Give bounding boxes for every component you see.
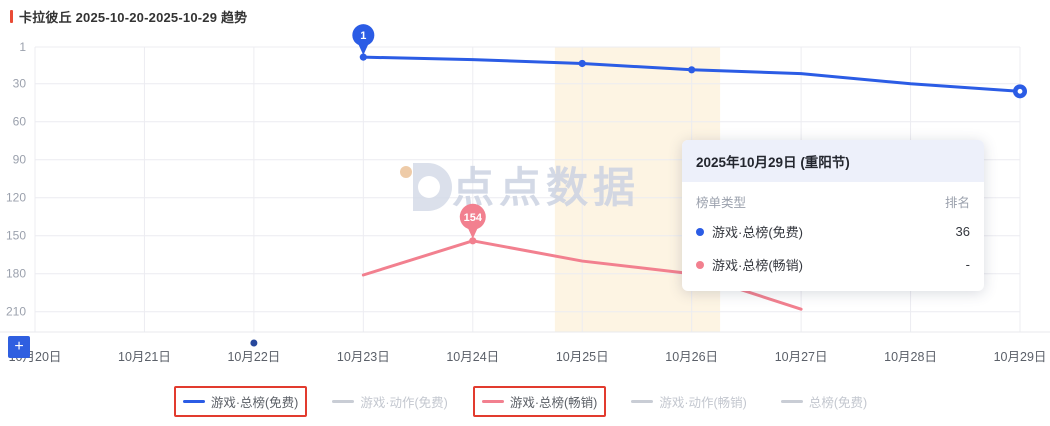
y-axis-label: 1 <box>19 40 26 54</box>
tooltip-rank-value: - <box>965 257 970 272</box>
peak-marker-tail <box>358 44 369 56</box>
tooltip-row: 游戏·总榜(免费) 36 <box>682 215 984 248</box>
peak-marker <box>352 24 375 47</box>
tooltip-col-rank: 排名 <box>944 196 970 210</box>
y-axis-label: 120 <box>6 191 26 205</box>
tooltip-date: 2025年10月29日 (重阳节) <box>682 140 984 182</box>
legend-label: 游戏·动作(免费) <box>360 396 448 410</box>
line-swatch-icon <box>780 400 803 403</box>
legend: 游戏·总榜(免费) 游戏·动作(免费) 游戏·总榜(畅销) 游戏·动作(畅销) … <box>0 386 1050 417</box>
legend-item-game-total-free[interactable]: 游戏·总榜(免费) <box>173 386 308 417</box>
tooltip-column-headers: 榜单类型 排名 <box>682 182 984 215</box>
legend-item-game-action-grossing[interactable]: 游戏·动作(畅销) <box>622 386 756 417</box>
line-swatch-icon <box>481 400 504 403</box>
peak-marker-label: 154 <box>464 212 483 224</box>
legend-label: 游戏·动作(畅销) <box>659 396 747 410</box>
y-axis-label: 60 <box>13 115 27 129</box>
tooltip-series-name: 游戏·总榜(免费) <box>712 225 803 240</box>
data-point[interactable] <box>688 66 696 74</box>
y-axis-label: 30 <box>13 77 27 91</box>
title-accent-bar <box>10 10 13 23</box>
tooltip-col-type: 榜单类型 <box>696 196 747 210</box>
peak-marker-tail <box>467 227 478 239</box>
legend-item-game-action-free[interactable]: 游戏·动作(免费) <box>323 386 457 417</box>
x-axis-label: 10月29日 <box>994 350 1047 364</box>
series-dot-icon <box>696 260 704 269</box>
line-swatch-icon <box>182 400 205 403</box>
x-axis-label: 10月25日 <box>556 350 609 364</box>
y-axis-label: 90 <box>13 153 27 167</box>
series-dot-icon <box>696 227 704 236</box>
peak-marker-label: 1 <box>360 30 366 42</box>
peak-marker <box>459 203 486 230</box>
legend-label: 游戏·总榜(免费) <box>210 396 299 410</box>
watermark-text: 点点数据 <box>452 164 640 211</box>
data-point[interactable] <box>578 59 586 68</box>
tooltip-rank-value: 36 <box>955 224 970 239</box>
watermark-logo-icon: 点点数据 <box>400 163 640 211</box>
event-marker[interactable] <box>250 339 258 347</box>
data-point[interactable] <box>359 53 367 61</box>
x-axis-label: 10月26日 <box>665 350 718 364</box>
tooltip-row: 游戏·总榜(畅销) - <box>682 248 984 281</box>
add-button[interactable]: + <box>8 336 30 358</box>
y-axis-label: 210 <box>6 305 26 319</box>
x-axis-label: 10月28日 <box>884 350 937 364</box>
x-axis-label: 10月23日 <box>337 350 390 364</box>
x-axis-label: 10月22日 <box>227 350 280 364</box>
tooltip-series-name: 游戏·总榜(畅销) <box>712 258 803 273</box>
current-point-inner <box>1017 88 1023 94</box>
line-swatch-icon <box>631 400 654 403</box>
page-title: 卡拉彼丘 2025-10-20-2025-10-29 趋势 <box>19 10 248 25</box>
x-axis-label: 10月27日 <box>775 350 828 364</box>
x-axis-label: 10月21日 <box>118 350 171 364</box>
data-point[interactable] <box>469 237 477 245</box>
legend-label: 游戏·总榜(畅销) <box>509 396 598 410</box>
legend-item-total-free[interactable]: 总榜(免费) <box>772 386 876 417</box>
legend-item-game-total-grossing[interactable]: 游戏·总榜(畅销) <box>472 386 607 417</box>
x-axis-label: 10月24日 <box>446 350 499 364</box>
y-axis-label: 150 <box>6 229 26 243</box>
legend-label: 总榜(免费) <box>808 396 868 410</box>
page-title-row: 卡拉彼丘 2025-10-20-2025-10-29 趋势 <box>10 7 247 26</box>
line-swatch-icon <box>332 400 355 403</box>
tooltip: 2025年10月29日 (重阳节) 榜单类型 排名 游戏·总榜(免费) 36 游… <box>682 140 984 291</box>
y-axis-label: 180 <box>6 267 26 281</box>
